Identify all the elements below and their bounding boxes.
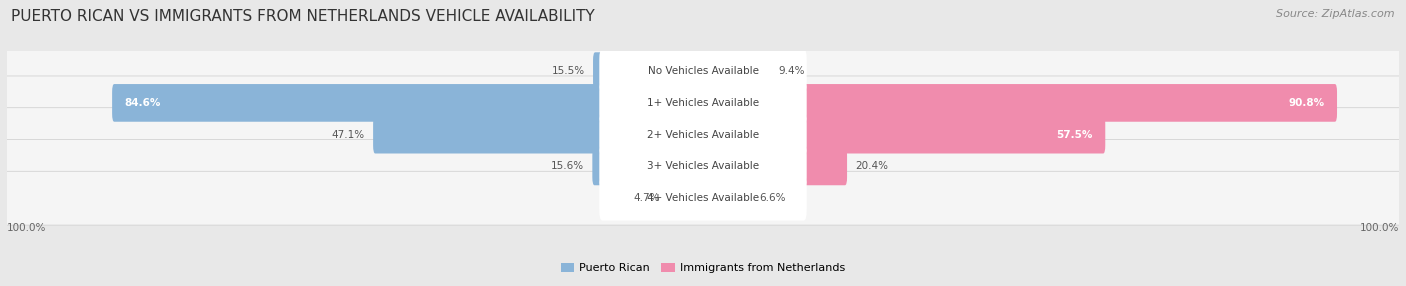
Text: 1+ Vehicles Available: 1+ Vehicles Available (647, 98, 759, 108)
FancyBboxPatch shape (593, 52, 704, 90)
FancyBboxPatch shape (4, 171, 1402, 225)
FancyBboxPatch shape (592, 148, 704, 185)
FancyBboxPatch shape (702, 179, 751, 217)
Text: 3+ Vehicles Available: 3+ Vehicles Available (647, 161, 759, 171)
FancyBboxPatch shape (599, 49, 807, 94)
FancyBboxPatch shape (702, 148, 846, 185)
FancyBboxPatch shape (373, 116, 704, 154)
Text: 2+ Vehicles Available: 2+ Vehicles Available (647, 130, 759, 140)
FancyBboxPatch shape (668, 179, 704, 217)
FancyBboxPatch shape (4, 140, 1402, 193)
Text: 15.6%: 15.6% (551, 161, 583, 171)
Text: 57.5%: 57.5% (1056, 130, 1092, 140)
Text: 15.5%: 15.5% (551, 66, 585, 76)
Legend: Puerto Rican, Immigrants from Netherlands: Puerto Rican, Immigrants from Netherland… (557, 258, 849, 278)
FancyBboxPatch shape (599, 112, 807, 157)
Text: 6.6%: 6.6% (759, 193, 786, 203)
FancyBboxPatch shape (599, 81, 807, 125)
Text: 4.7%: 4.7% (633, 193, 659, 203)
FancyBboxPatch shape (112, 84, 704, 122)
FancyBboxPatch shape (702, 116, 1105, 154)
Text: 100.0%: 100.0% (7, 223, 46, 233)
FancyBboxPatch shape (4, 108, 1402, 162)
Text: No Vehicles Available: No Vehicles Available (648, 66, 758, 76)
Text: Source: ZipAtlas.com: Source: ZipAtlas.com (1277, 9, 1395, 19)
FancyBboxPatch shape (702, 84, 1337, 122)
Text: PUERTO RICAN VS IMMIGRANTS FROM NETHERLANDS VEHICLE AVAILABILITY: PUERTO RICAN VS IMMIGRANTS FROM NETHERLA… (11, 9, 595, 23)
FancyBboxPatch shape (599, 176, 807, 221)
Text: 100.0%: 100.0% (1360, 223, 1399, 233)
FancyBboxPatch shape (599, 144, 807, 189)
Text: 9.4%: 9.4% (779, 66, 806, 76)
Text: 47.1%: 47.1% (332, 130, 364, 140)
FancyBboxPatch shape (4, 44, 1402, 98)
Text: 20.4%: 20.4% (855, 161, 889, 171)
Text: 4+ Vehicles Available: 4+ Vehicles Available (647, 193, 759, 203)
Text: 90.8%: 90.8% (1288, 98, 1324, 108)
Text: 84.6%: 84.6% (125, 98, 162, 108)
FancyBboxPatch shape (4, 76, 1402, 130)
FancyBboxPatch shape (702, 52, 770, 90)
